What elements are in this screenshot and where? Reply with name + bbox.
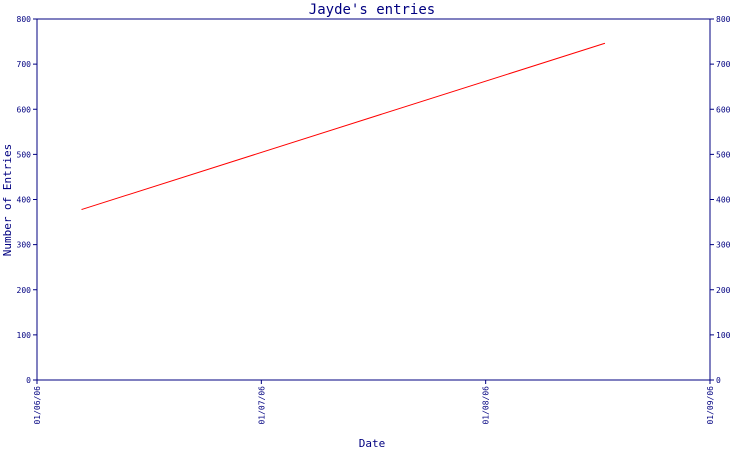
- y-tick-label-left: 700: [17, 60, 32, 69]
- y-tick-label-left: 500: [17, 150, 32, 159]
- y-tick-label-left: 400: [17, 196, 32, 205]
- x-tick-label: 01/06/06: [33, 386, 42, 425]
- data-point: [604, 42, 606, 44]
- chart-title: Jayde's entries: [309, 2, 435, 18]
- y-tick-label-left: 300: [17, 241, 32, 250]
- y-tick-label-right: 600: [716, 105, 731, 114]
- y-tick-label-left: 200: [17, 286, 32, 295]
- series-line: [81, 42, 605, 210]
- y-tick-label-right: 0: [716, 376, 721, 385]
- plot-area: 0 0 100 100 200 200 300 300 400 400 500 500 600 600 70…: [17, 15, 731, 425]
- x-tick-label: 01/07/06: [257, 386, 266, 425]
- y-axis-label: Number of Entries: [1, 144, 14, 257]
- y-tick-label-left: 600: [17, 105, 32, 114]
- y-tick-label-right: 200: [716, 286, 731, 295]
- x-tick-label: 01/09/06: [706, 386, 715, 425]
- y-tick-label-left: 100: [17, 331, 32, 340]
- plot-frame: [36, 18, 711, 381]
- y-tick-label-right: 800: [716, 15, 731, 24]
- y-tick-label-right: 400: [716, 196, 731, 205]
- y-tick-label-right: 300: [716, 241, 731, 250]
- y-tick-label-left: 800: [17, 15, 32, 24]
- x-axis-label: Date: [359, 437, 386, 450]
- y-tick-label-right: 700: [716, 60, 731, 69]
- data-point: [81, 208, 83, 210]
- y-tick-label-right: 500: [716, 150, 731, 159]
- y-tick-label-right: 100: [716, 331, 731, 340]
- y-tick-label-left: 0: [26, 376, 31, 385]
- x-tick-label: 01/08/06: [482, 386, 491, 425]
